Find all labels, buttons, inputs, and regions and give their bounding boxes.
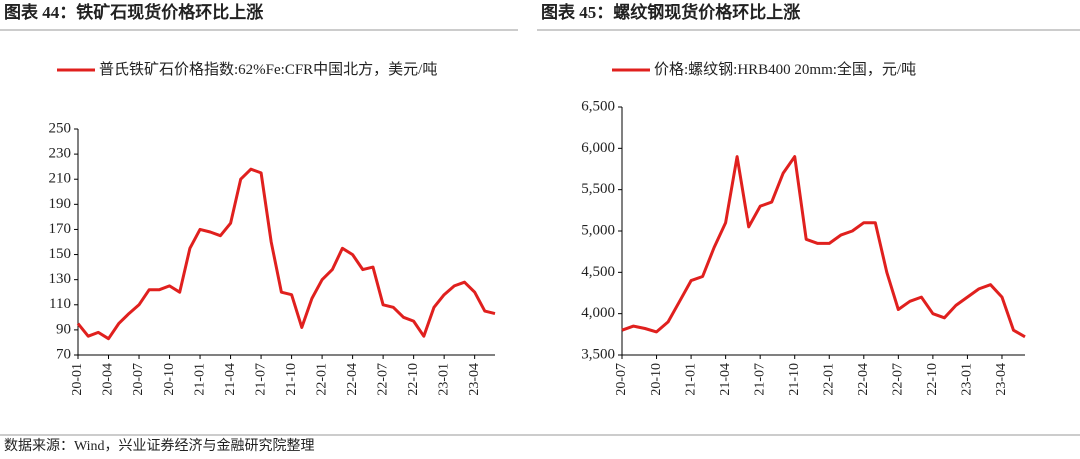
y-tick-label: 6,000 bbox=[581, 140, 615, 156]
x-tick-label: 22-04 bbox=[856, 363, 871, 396]
y-tick-label: 130 bbox=[49, 271, 72, 287]
y-tick-label: 4,500 bbox=[581, 264, 615, 280]
y-tick-label: 150 bbox=[49, 246, 72, 262]
y-tick-label: 5,500 bbox=[581, 181, 615, 197]
x-tick-label: 23-01 bbox=[436, 363, 451, 396]
x-tick-label: 23-04 bbox=[994, 363, 1009, 396]
x-tick-label: 21-04 bbox=[223, 363, 238, 396]
y-tick-label: 3,500 bbox=[581, 346, 615, 362]
x-tick-label: 20-07 bbox=[614, 363, 629, 396]
x-tick-label: 22-01 bbox=[314, 363, 329, 396]
x-tick-label: 21-01 bbox=[192, 363, 207, 396]
y-tick-label: 6,500 bbox=[581, 98, 615, 114]
y-tick-label: 210 bbox=[49, 171, 72, 187]
x-tick-label: 21-07 bbox=[752, 363, 767, 396]
y-tick-label: 190 bbox=[49, 196, 72, 212]
legend-label: 价格:螺纹钢:HRB400 20mm:全国，元/吨 bbox=[654, 62, 917, 78]
y-tick-label: 5,000 bbox=[581, 222, 615, 238]
x-tick-label: 20-04 bbox=[101, 363, 116, 396]
legend-label: 普氏铁矿石价格指数:62%Fe:CFR中国北方，美元/吨 bbox=[99, 62, 438, 78]
x-tick-label: 20-07 bbox=[131, 363, 146, 396]
x-tick-label: 23-04 bbox=[467, 363, 482, 396]
x-tick-label: 21-01 bbox=[683, 363, 698, 396]
series-line bbox=[621, 155, 1026, 339]
source: 数据来源：Wind，兴业证券经济与金融研究院整理 bbox=[4, 438, 315, 454]
y-tick-label: 90 bbox=[56, 321, 71, 337]
x-tick-label: 22-07 bbox=[375, 363, 390, 396]
x-tick-label: 22-10 bbox=[406, 363, 421, 396]
x-tick-label: 22-10 bbox=[925, 363, 940, 396]
x-tick-label: 20-10 bbox=[649, 363, 664, 396]
y-tick-label: 170 bbox=[49, 221, 72, 237]
x-tick-label: 20-10 bbox=[162, 363, 177, 396]
x-tick-label: 22-07 bbox=[891, 363, 906, 396]
y-tick-label: 230 bbox=[49, 146, 72, 162]
chart-title: 图表 44：铁矿石现货价格环比上涨 bbox=[4, 2, 263, 22]
x-tick-label: 20-01 bbox=[70, 363, 85, 396]
y-tick-label: 70 bbox=[56, 346, 71, 362]
series-line bbox=[76, 167, 496, 341]
x-tick-label: 22-04 bbox=[345, 363, 360, 396]
y-tick-label: 4,000 bbox=[581, 305, 615, 321]
x-tick-label: 21-10 bbox=[787, 363, 802, 396]
x-tick-label: 22-01 bbox=[821, 363, 836, 396]
chart-title: 图表 45：螺纹钢现货价格环比上涨 bbox=[541, 2, 800, 22]
x-tick-label: 21-04 bbox=[718, 363, 733, 396]
x-tick-label: 21-10 bbox=[284, 363, 299, 396]
y-tick-label: 250 bbox=[49, 120, 72, 136]
y-tick-label: 110 bbox=[49, 296, 71, 312]
x-tick-label: 23-01 bbox=[960, 363, 975, 396]
x-tick-label: 21-07 bbox=[253, 363, 268, 396]
